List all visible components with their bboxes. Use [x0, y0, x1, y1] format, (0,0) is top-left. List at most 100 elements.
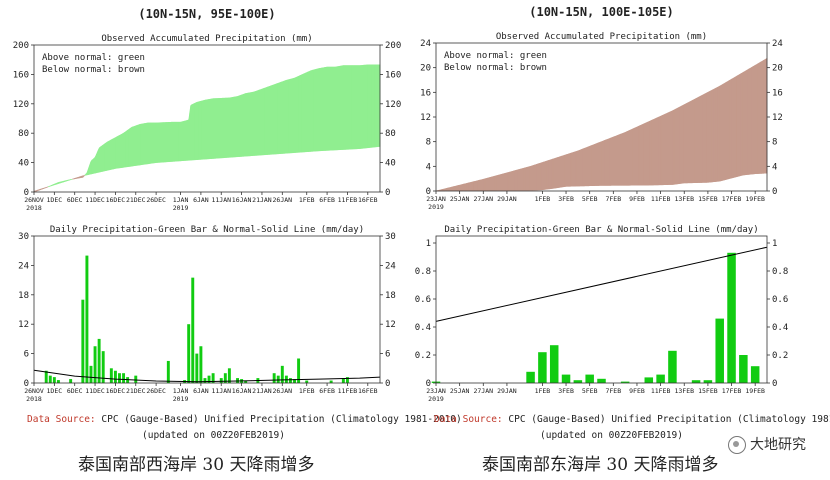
data-source-text: CPC (Gauge-Based) Unified Precipitation …: [508, 414, 830, 425]
y-tick-label: 0.8: [415, 267, 431, 277]
x-tick-label: 29JAN: [497, 387, 517, 395]
updated-note-right: (updated on 00Z20FEB2019): [540, 430, 683, 441]
y-tick-label: 120: [13, 100, 29, 110]
caption-left: 泰国南部西海岸 30 天降雨增多: [78, 455, 315, 475]
precip-bar: [644, 377, 654, 383]
x-tick-label: 1FEB: [299, 196, 315, 204]
x-tick-label: 11DEC: [85, 196, 105, 204]
precip-bar: [561, 374, 571, 383]
x-tick-label: 6FEB: [319, 387, 335, 395]
precip-bar: [85, 255, 89, 383]
legend-below: Below normal: brown: [444, 63, 547, 73]
precip-bar: [305, 380, 309, 383]
y-tick-label: 0: [24, 188, 29, 198]
y-tick-label: 12: [420, 113, 431, 123]
precip-bar: [69, 379, 73, 383]
normal-line: [435, 246, 768, 322]
precip-bar: [288, 378, 292, 383]
x-tick-label: 3FEB: [558, 195, 574, 203]
precip-bar: [284, 375, 288, 383]
y-tick-label: 24: [18, 261, 29, 271]
data-source-label: Data Source:: [434, 414, 503, 425]
y-tick-label: 0.4: [772, 323, 788, 333]
panel-title: Daily Precipitation-Green Bar & Normal-S…: [444, 225, 758, 235]
precip-bar: [739, 355, 748, 383]
y-tick-label: 12: [385, 320, 396, 330]
panel-title: Daily Precipitation-Green Bar & Normal-S…: [50, 225, 364, 235]
y-tick-label: 80: [18, 129, 29, 139]
x-tick-year: 2019: [173, 204, 189, 212]
x-tick-label: 21DEC: [126, 387, 146, 395]
precip-bar: [207, 375, 211, 383]
x-tick-label: 16DEC: [106, 387, 126, 395]
precip-bar: [597, 378, 606, 383]
y-tick-label: 0.2: [415, 351, 431, 361]
precip-bar: [345, 377, 349, 383]
y-tick-label: 30: [18, 232, 29, 242]
precip-bar: [329, 380, 333, 383]
y-tick-label: 0: [772, 187, 777, 197]
precip-bar: [620, 381, 630, 383]
data-source-label: Data Source:: [27, 414, 96, 425]
y-tick-label: 120: [385, 100, 401, 110]
x-tick-year: 2019: [428, 395, 444, 403]
precip-bar: [219, 378, 223, 383]
y-tick-label: 16: [772, 88, 783, 98]
y-tick-label: 0: [24, 379, 29, 389]
y-tick-label: 24: [772, 39, 783, 49]
x-tick-label: 5FEB: [582, 195, 598, 203]
precip-bar: [187, 324, 191, 383]
x-tick-label: 26JAN: [273, 196, 293, 204]
x-tick-label: 21JAN: [252, 196, 272, 204]
precip-bar: [199, 346, 203, 383]
x-tick-label: 1FEB: [535, 387, 551, 395]
precip-bar: [727, 252, 736, 383]
legend-above: Above normal: green: [444, 51, 547, 61]
precip-bar: [280, 365, 284, 383]
precip-bar: [118, 373, 121, 383]
x-tick-label: 3FEB: [558, 387, 574, 395]
x-tick-label: 7FEB: [605, 387, 621, 395]
y-tick-label: 0.4: [415, 323, 431, 333]
x-tick-label: 17FEB: [722, 387, 742, 395]
data-source-right: Data Source: CPC (Gauge-Based) Unified P…: [434, 414, 830, 425]
region-title: (10N-15N, 100E-105E): [529, 5, 674, 19]
plot-frame: [435, 235, 768, 384]
y-tick-label: 1: [772, 239, 777, 249]
x-tick-label: 1JAN: [173, 387, 189, 395]
precip-bar: [48, 375, 52, 383]
precip-bar: [668, 350, 677, 383]
precip-bar: [297, 358, 301, 383]
x-tick-label: 11FEB: [651, 195, 671, 203]
y-tick-label: 0: [426, 379, 431, 389]
y-tick-label: 0: [772, 379, 777, 389]
precip-bar: [223, 373, 227, 383]
x-tick-label: 5FEB: [582, 387, 598, 395]
x-tick-year: 2018: [26, 204, 42, 212]
y-tick-label: 40: [18, 159, 29, 169]
precip-bar: [195, 353, 199, 383]
y-tick-label: 200: [13, 41, 29, 51]
y-tick-label: 160: [13, 70, 29, 80]
watermark: 大地研究: [728, 434, 806, 454]
y-tick-label: 24: [385, 261, 396, 271]
x-tick-label: 9FEB: [629, 195, 645, 203]
precip-bar: [191, 277, 195, 383]
x-tick-label: 11JAN: [211, 387, 231, 395]
precip-bar: [203, 378, 207, 383]
x-tick-label: 7FEB: [605, 195, 621, 203]
y-tick-label: 0.6: [772, 295, 788, 305]
precip-bar: [691, 380, 701, 383]
precip-bar: [526, 371, 535, 383]
x-tick-label: 6DEC: [67, 387, 83, 395]
x-tick-label: 11DEC: [85, 387, 105, 395]
precip-bar: [93, 346, 97, 383]
x-tick-label: 16JAN: [232, 387, 252, 395]
precip-bar: [109, 368, 113, 383]
y-tick-label: 12: [18, 320, 29, 330]
precip-bar: [549, 345, 559, 383]
y-tick-label: 8: [426, 138, 431, 148]
plot-frame: [33, 44, 381, 193]
precip-bar: [750, 366, 760, 383]
x-tick-label: 1DEC: [47, 196, 63, 204]
